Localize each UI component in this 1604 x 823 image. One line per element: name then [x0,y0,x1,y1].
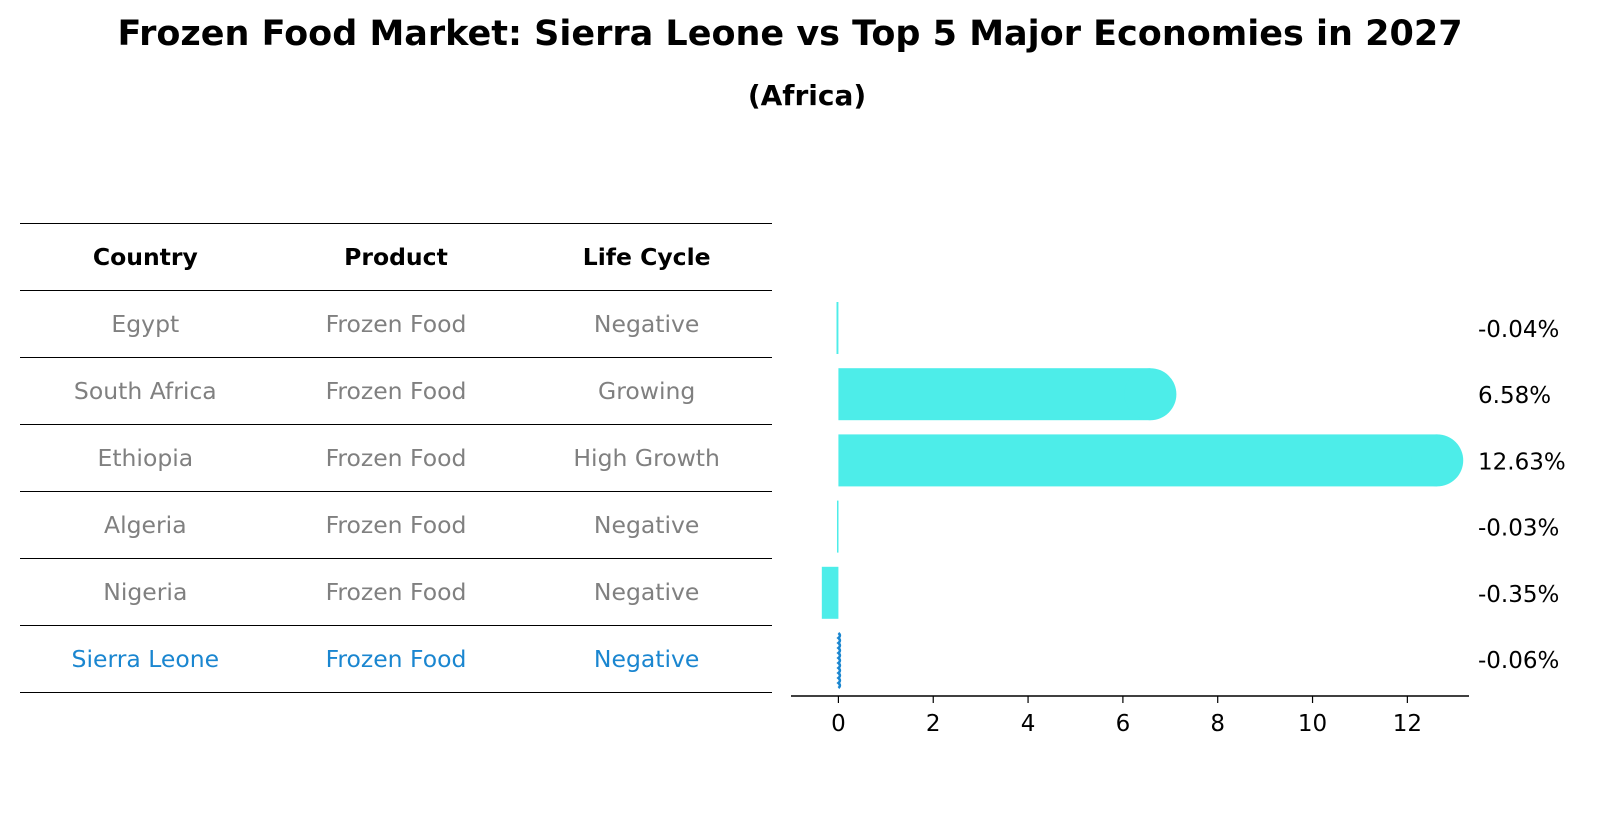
cell-country: South Africa [20,357,271,425]
bar-sierra-leone [836,632,842,689]
chart-subtitle: (Africa) [747,79,867,112]
bar-cap [1411,434,1464,487]
x-tick-label: 2 [926,711,941,737]
value-label: -0.04% [1478,317,1559,343]
table-row: Nigeria Frozen Food Negative [20,558,772,626]
value-label: -0.06% [1478,648,1559,674]
bar-algeria [836,500,839,553]
table-row: Ethiopia Frozen Food High Growth [20,424,772,492]
cell-life-cycle: Negative [521,625,772,693]
x-tick-label: 4 [1021,711,1036,737]
x-tick-label: 0 [831,711,846,737]
cell-country: Sierra Leone [20,625,271,693]
table-row: Algeria Frozen Food Negative [20,491,772,559]
header-country: Country [20,223,271,291]
x-tick-label: 6 [1116,711,1131,737]
x-tick-label: 12 [1393,711,1422,737]
bar-cap [1124,368,1177,421]
value-label: 12.63% [1478,449,1566,475]
cell-life-cycle: High Growth [521,424,772,492]
header-product: Product [270,223,522,291]
table-row-highlighted: Sierra Leone Frozen Food Negative [20,625,772,693]
cell-country: Egypt [20,290,271,358]
cell-life-cycle: Negative [521,558,772,626]
cell-product: Frozen Food [270,558,522,626]
cell-country: Algeria [20,491,271,559]
table-row: Egypt Frozen Food Negative [20,290,772,358]
value-label: -0.35% [1478,582,1559,608]
market-table: Country Product Life Cycle Egypt Frozen … [20,223,772,693]
x-tick-label: 8 [1210,711,1225,737]
table-header-row: Country Product Life Cycle [20,223,772,291]
cell-life-cycle: Negative [521,290,772,358]
bar-nigeria [821,566,839,619]
cell-product: Frozen Food [270,357,522,425]
cell-product: Frozen Food [270,424,522,492]
bar-ethiopia [838,434,1438,487]
cell-country: Nigeria [20,558,271,626]
chart-title: Frozen Food Market: Sierra Leone vs Top … [117,14,1463,54]
cell-product: Frozen Food [270,491,522,559]
value-label: -0.03% [1478,516,1559,542]
cell-life-cycle: Growing [521,357,772,425]
cell-country: Ethiopia [20,424,271,492]
cell-product: Frozen Food [270,625,522,693]
value-label: 6.58% [1478,383,1551,409]
bar-egypt [836,302,839,354]
cell-life-cycle: Negative [521,491,772,559]
cell-product: Frozen Food [270,290,522,358]
x-tick-label: 10 [1298,711,1327,737]
bar-south-africa [838,368,1151,421]
header-life-cycle: Life Cycle [521,223,772,291]
table-row: South Africa Frozen Food Growing [20,357,772,425]
